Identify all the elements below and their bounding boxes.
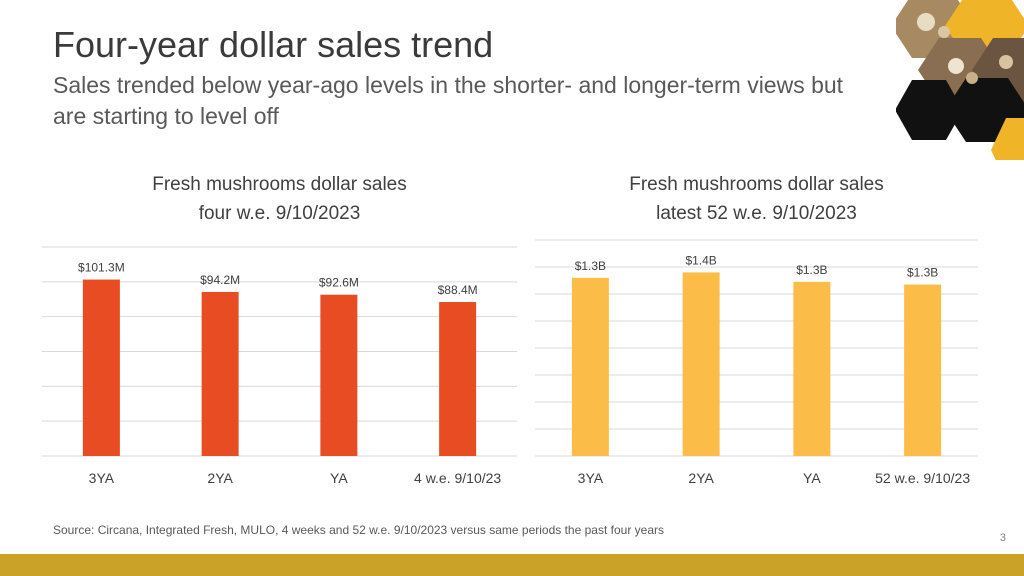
left-chart-title: Fresh mushrooms dollar sales four w.e. 9… — [42, 170, 517, 228]
bar — [904, 284, 942, 456]
mushroom-cap-icon — [917, 13, 935, 31]
bar — [682, 272, 720, 456]
mushroom-cap-icon — [966, 72, 978, 84]
left-chart-title-line2: four w.e. 9/10/2023 — [198, 203, 361, 224]
data-label: $1.3B — [907, 266, 938, 280]
hexagon-photo-cluster — [896, 0, 1024, 160]
category-label: 52 w.e. 9/10/23 — [875, 470, 970, 486]
bar — [320, 294, 358, 456]
right-bar-chart: $1.3B 3YA $1.4B 2YA $1.3B YA $1.3B 52 w.e. 9/10… — [535, 239, 978, 486]
bar — [439, 302, 477, 456]
data-label: $1.3B — [575, 259, 606, 273]
bar — [82, 279, 120, 456]
data-label: $94.2M — [200, 273, 240, 287]
bar — [201, 291, 239, 456]
source-note: Source: Circana, Integrated Fresh, MULO,… — [53, 523, 664, 537]
bar — [793, 281, 831, 456]
data-label: $92.6M — [319, 276, 359, 290]
slide-subtitle: Sales trended below year-ago levels in t… — [53, 72, 844, 129]
category-label: 3YA — [89, 470, 115, 486]
footer-accent-bar — [0, 554, 1024, 576]
right-chart-title-line1: Fresh mushrooms dollar sales — [629, 174, 884, 195]
hexagon-gold — [991, 118, 1024, 160]
mushroom-cap-icon — [948, 58, 964, 74]
right-chart-title: Fresh mushrooms dollar sales latest 52 w… — [535, 170, 978, 228]
bar — [571, 277, 609, 456]
left-chart-title-line1: Fresh mushrooms dollar sales — [152, 174, 407, 195]
data-label: $88.4M — [438, 283, 478, 297]
category-label: YA — [330, 470, 348, 486]
mushroom-cap-icon — [938, 26, 950, 38]
category-label: YA — [803, 470, 821, 486]
right-chart-title-line2: latest 52 w.e. 9/10/2023 — [656, 203, 857, 224]
category-label: 4 w.e. 9/10/23 — [414, 470, 501, 486]
category-label: 2YA — [207, 470, 233, 486]
hexagon-dark — [896, 80, 963, 140]
slide-title: Four-year dollar sales trend — [53, 24, 494, 65]
category-label: 2YA — [688, 470, 714, 486]
page-number: 3 — [999, 532, 1006, 544]
data-label: $101.3M — [78, 261, 125, 275]
data-label: $1.3B — [796, 263, 827, 277]
mushroom-cap-icon — [999, 55, 1013, 69]
data-label: $1.4B — [685, 253, 716, 267]
category-label: 3YA — [578, 470, 604, 486]
left-bar-chart: $101.3M 3YA $94.2M 2YA $92.6M YA $88.4M 4 w.e. … — [42, 246, 517, 486]
